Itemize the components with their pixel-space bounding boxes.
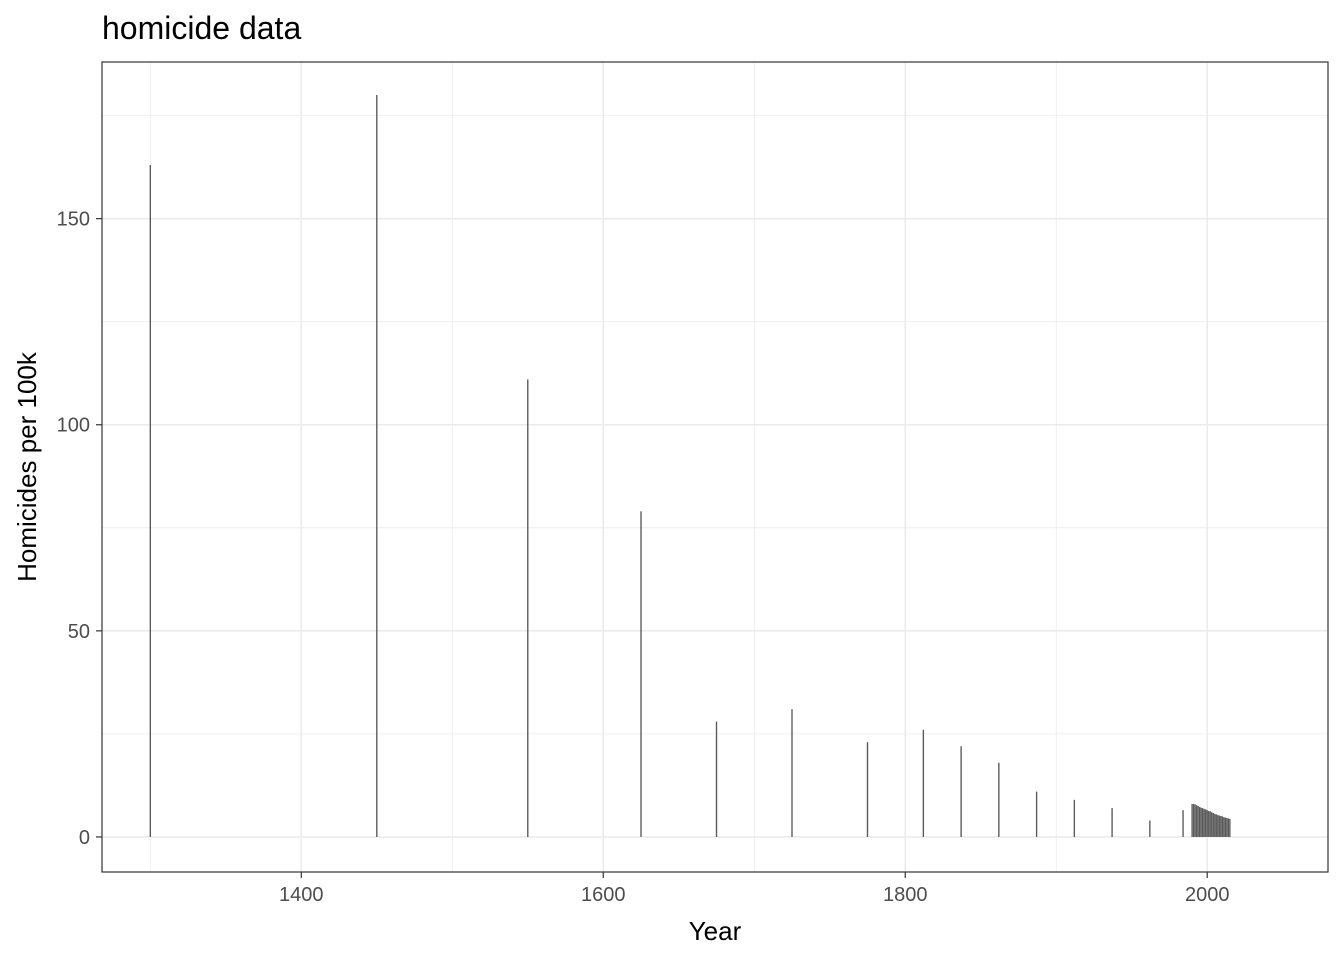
bar: [1220, 815, 1222, 837]
bar: [1215, 814, 1217, 837]
bar: [960, 746, 962, 837]
bar: [149, 165, 151, 837]
bar: [1191, 803, 1193, 837]
bar: [1224, 817, 1227, 837]
bar: [922, 729, 925, 837]
bar: [1192, 803, 1195, 837]
bar: [998, 762, 1000, 837]
bar: [1195, 805, 1198, 837]
y-axis: 0 50 100 150: [57, 209, 102, 849]
bar: [1205, 809, 1207, 837]
bar: [1073, 799, 1076, 837]
y-tick-label: 150: [57, 209, 90, 231]
x-tick-label: 1800: [883, 884, 928, 906]
bar: [715, 721, 718, 837]
x-tick-label: 1600: [581, 884, 626, 906]
bar: [1198, 806, 1201, 837]
x-axis: 1400 1600 1800 2000: [279, 872, 1229, 906]
plot-panel: [102, 62, 1328, 872]
y-tick-label: 100: [57, 415, 90, 437]
bar: [376, 94, 378, 837]
bar: [1212, 813, 1214, 837]
bar: [1194, 804, 1196, 837]
bar: [640, 511, 642, 837]
bar: [1223, 817, 1225, 837]
bar: [1227, 818, 1230, 837]
bar: [1208, 810, 1210, 837]
y-axis-title: Homicides per 100k: [12, 351, 42, 582]
x-tick-label: 1400: [279, 884, 324, 906]
bar: [791, 709, 793, 837]
bar: [1229, 818, 1231, 837]
bars: [149, 94, 1231, 837]
x-tick-label: 2000: [1185, 884, 1230, 906]
grid-major: [102, 62, 1328, 872]
bar: [1214, 813, 1216, 837]
plot-border: [101, 61, 1329, 873]
bar: [1211, 812, 1213, 837]
y-tick-label: 50: [68, 621, 90, 643]
bar: [1221, 816, 1223, 837]
bar: [1035, 791, 1038, 837]
bar: [527, 379, 529, 837]
bar: [1218, 815, 1220, 837]
bar: [1111, 808, 1113, 837]
bar: [1182, 810, 1184, 837]
bar: [1226, 818, 1228, 837]
bar: [1149, 820, 1151, 837]
bar: [1206, 810, 1208, 837]
chart-title: homicide data: [102, 10, 302, 46]
bar: [1197, 806, 1199, 837]
y-tick-label: 0: [79, 827, 90, 849]
bar: [1217, 815, 1219, 837]
bar: [1200, 807, 1202, 837]
bar: [1202, 808, 1204, 837]
x-axis-title: Year: [689, 916, 742, 946]
bar: [866, 742, 869, 837]
bar: [1203, 808, 1205, 837]
bar: [1209, 811, 1211, 837]
